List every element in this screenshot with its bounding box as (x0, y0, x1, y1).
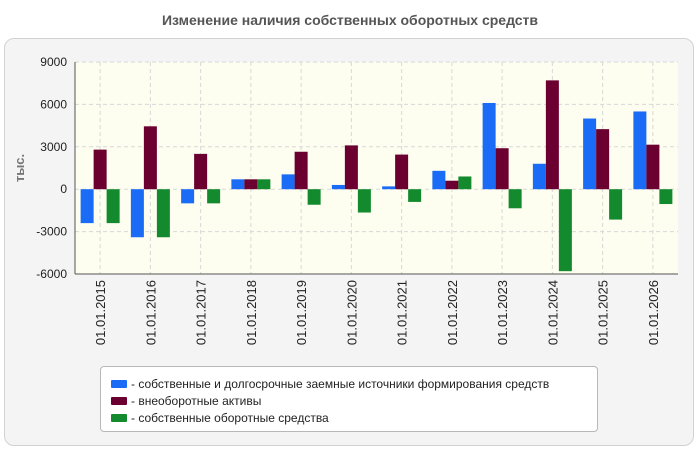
legend-item-sources: - собственные и долгосрочные заемные ист… (111, 375, 587, 392)
bar (659, 189, 673, 205)
bar (344, 145, 358, 190)
bar (482, 102, 496, 190)
bar (596, 129, 610, 190)
y-axis-label: тыс. (12, 154, 27, 182)
bar (93, 149, 107, 190)
bar (508, 189, 522, 209)
bar (294, 151, 308, 190)
chart-title: Изменение наличия собственных оборотных … (161, 12, 539, 28)
legend-label: - собственные оборотные средства (131, 410, 329, 425)
legend-label: - собственные и долгосрочные заемные ист… (131, 376, 550, 391)
bar (532, 163, 546, 190)
bar (143, 126, 157, 190)
x-tick-label: 01.01.2015 (93, 280, 108, 345)
bar (156, 189, 170, 238)
bar (545, 80, 559, 190)
x-tick-label: 01.01.2026 (646, 280, 661, 345)
x-tick-label: 01.01.2018 (244, 280, 259, 345)
bar (408, 189, 422, 202)
bar (181, 189, 195, 204)
bar (80, 189, 94, 224)
bar (106, 189, 120, 224)
bar (646, 144, 660, 190)
bar (231, 179, 245, 190)
bar (130, 189, 144, 238)
bar (244, 179, 258, 190)
legend-label: - внеоборотные активы (131, 393, 262, 408)
bar (583, 118, 597, 190)
legend-swatch (111, 396, 127, 405)
y-tick-label: -6000 (36, 267, 67, 281)
plot-area (75, 62, 678, 274)
y-tick-label: 6000 (40, 97, 67, 111)
bar (633, 111, 647, 190)
legend-swatch (111, 413, 127, 422)
y-tick-label: 0 (60, 182, 67, 196)
bar (395, 154, 409, 190)
bar (357, 189, 371, 213)
bar (207, 189, 221, 204)
x-tick-label: 01.01.2025 (596, 280, 611, 345)
x-tick-label: 01.01.2016 (143, 280, 158, 345)
legend-item-working-capital: - собственные оборотные средства (111, 409, 587, 426)
bar (382, 186, 396, 190)
x-tick-label: 01.01.2022 (445, 280, 460, 345)
bar (257, 179, 271, 190)
y-tick-label: -3000 (36, 225, 67, 239)
x-tick-label: 01.01.2021 (395, 280, 410, 345)
bar (445, 180, 459, 190)
bar (609, 189, 623, 220)
x-tick-label: 01.01.2023 (495, 280, 510, 345)
y-tick-label: 3000 (40, 140, 67, 154)
chart-legend: - собственные и долгосрочные заемные ист… (100, 366, 598, 432)
legend-item-noncurrent-assets: - внеоборотные активы (111, 392, 587, 409)
bar (307, 189, 321, 205)
legend-swatch (111, 379, 127, 388)
bar (495, 148, 509, 190)
bar (194, 153, 208, 190)
x-tick-label: 01.01.2019 (294, 280, 309, 345)
x-tick-label: 01.01.2017 (194, 280, 209, 345)
bar (281, 174, 295, 190)
bar (331, 184, 345, 190)
y-tick-label: 9000 (40, 55, 67, 69)
x-tick-label: 01.01.2020 (344, 280, 359, 345)
bar (432, 170, 446, 190)
bar (558, 189, 572, 272)
bar (458, 176, 472, 190)
x-tick-label: 01.01.2024 (545, 280, 560, 345)
